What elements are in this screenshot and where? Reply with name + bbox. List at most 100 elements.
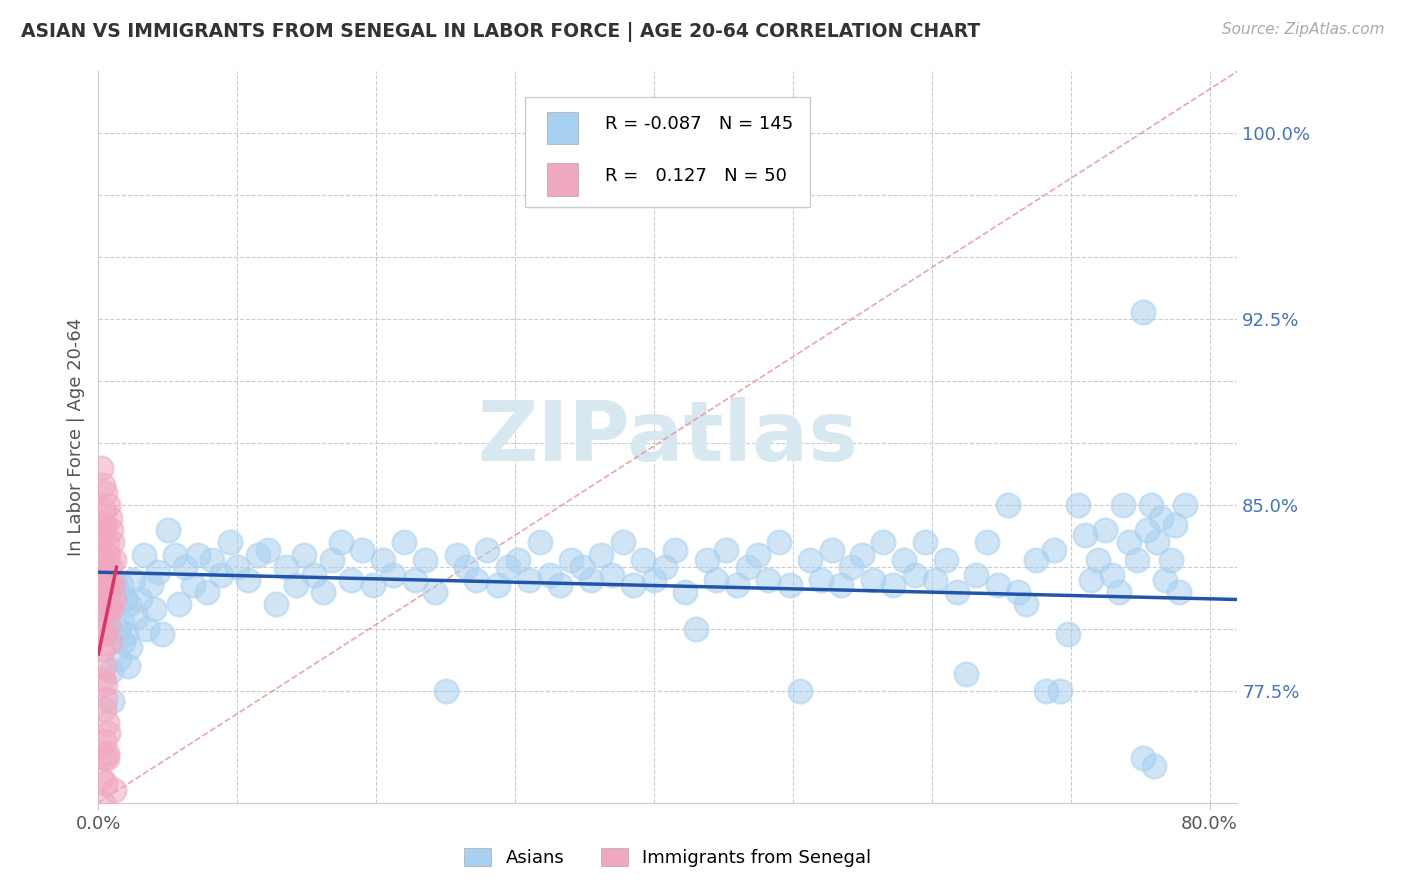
Point [872, 535, 894, 549]
Point [94, 592, 117, 607]
Point [1132, 305, 1154, 319]
Point [821, 542, 844, 557]
Point [955, 666, 977, 681]
Point [103, 592, 125, 607]
Point [136, 622, 159, 636]
Point [163, 548, 186, 562]
Point [141, 577, 163, 591]
Point [94, 518, 117, 533]
Point [945, 585, 967, 599]
Point [91, 478, 114, 492]
Point [93, 627, 115, 641]
Text: R = -0.087   N = 145: R = -0.087 N = 145 [605, 115, 793, 133]
Point [1112, 498, 1135, 512]
Point [1007, 585, 1029, 599]
Point [181, 577, 204, 591]
Point [612, 535, 634, 549]
Point [747, 548, 769, 562]
Point [756, 573, 779, 587]
Point [413, 553, 436, 567]
Point [1154, 573, 1177, 587]
Point [560, 553, 582, 567]
Point [1087, 553, 1109, 567]
Point [423, 585, 446, 599]
Point [1164, 518, 1187, 533]
Point [465, 573, 488, 587]
Y-axis label: In Labor Force | Age 20-64: In Labor Force | Age 20-64 [66, 318, 84, 557]
Point [173, 560, 195, 574]
Point [1132, 751, 1154, 765]
Point [1035, 684, 1057, 698]
Point [98, 560, 121, 574]
Point [1025, 553, 1047, 567]
Point [882, 577, 904, 591]
Point [93, 734, 115, 748]
Point [98, 598, 121, 612]
Point [201, 553, 224, 567]
Point [91, 523, 114, 537]
Point [924, 573, 946, 587]
Point [404, 573, 426, 587]
Point [114, 592, 136, 607]
Point [93, 503, 115, 517]
Point [904, 567, 927, 582]
Point [1140, 498, 1163, 512]
Point [187, 548, 209, 562]
Point [122, 573, 145, 587]
Point [1101, 567, 1123, 582]
Point [117, 659, 139, 673]
Point [96, 535, 118, 549]
Point [143, 602, 166, 616]
Point [1108, 585, 1130, 599]
Point [839, 560, 862, 574]
Point [150, 627, 173, 641]
Point [340, 573, 363, 587]
Point [94, 486, 117, 500]
Point [1066, 498, 1088, 512]
Point [96, 751, 118, 765]
Point [1150, 510, 1173, 524]
Point [96, 553, 118, 567]
Point [1143, 758, 1166, 772]
Point [1173, 498, 1195, 512]
Text: ASIAN VS IMMIGRANTS FROM SENEGAL IN LABOR FORCE | AGE 20-64 CORRELATION CHART: ASIAN VS IMMIGRANTS FROM SENEGAL IN LABO… [21, 22, 980, 42]
Point [893, 553, 915, 567]
Point [98, 510, 121, 524]
Point [1126, 553, 1149, 567]
Point [935, 553, 957, 567]
Point [1043, 542, 1066, 557]
Point [1056, 627, 1078, 641]
Point [96, 602, 118, 616]
Point [96, 746, 118, 760]
Point [103, 553, 125, 567]
Point [98, 634, 121, 648]
Point [548, 577, 571, 591]
Point [571, 560, 593, 574]
Point [581, 573, 603, 587]
Point [91, 672, 114, 686]
Point [477, 542, 499, 557]
Point [120, 640, 142, 654]
Point [91, 548, 114, 562]
Point [538, 567, 561, 582]
Point [456, 560, 478, 574]
Point [90, 577, 112, 591]
Point [97, 726, 120, 740]
Point [94, 691, 117, 706]
Point [292, 548, 315, 562]
Point [914, 535, 936, 549]
Point [654, 560, 676, 574]
Point [997, 498, 1019, 512]
Point [100, 523, 122, 537]
Point [664, 542, 686, 557]
Point [673, 585, 696, 599]
Point [96, 602, 118, 616]
Point [115, 627, 138, 641]
Point [768, 535, 790, 549]
Point [685, 622, 707, 636]
Point [1094, 523, 1116, 537]
Point [517, 573, 540, 587]
Point [129, 592, 152, 607]
Point [97, 548, 120, 562]
Point [725, 577, 748, 591]
